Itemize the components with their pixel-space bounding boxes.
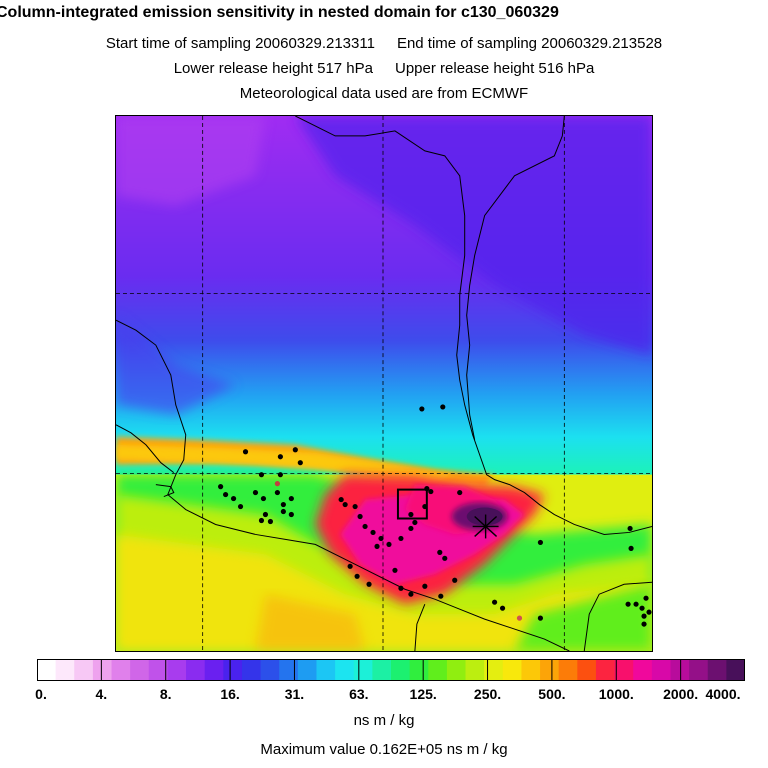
- colorbar-cell: [689, 659, 709, 681]
- colorbar-cells: [37, 659, 745, 681]
- met-data-label: Meteorological data used are from ECMWF: [239, 85, 529, 102]
- colorbar-cell: [260, 659, 280, 681]
- colorbar-tick-label: 1000.: [598, 686, 634, 702]
- chart-title: Column-integrated emission sensitivity i…: [0, 4, 559, 21]
- colorbar-cell: [540, 659, 560, 681]
- colorbar-tick-label: 2000.: [663, 686, 699, 702]
- colorbar-cell: [670, 659, 690, 681]
- release-heights: Lower release height 517 hPa Upper releas…: [0, 60, 768, 77]
- colorbar-cell: [558, 659, 578, 681]
- colorbar-cell: [55, 659, 75, 681]
- colorbar-cell: [651, 659, 671, 681]
- sampling-times: Start time of sampling 20060329.213311 En…: [0, 35, 768, 52]
- colorbar-cell: [186, 659, 206, 681]
- colorbar-cell: [92, 659, 113, 681]
- colorbar-cell: [353, 659, 373, 681]
- colorbar-cell: [37, 659, 57, 681]
- start-time-label: Start time of sampling 20060329.213311: [105, 35, 375, 52]
- end-time-label: End time of sampling 20060329.213528: [396, 35, 663, 52]
- field-layer: [116, 116, 652, 651]
- colorbar-cell: [148, 659, 168, 681]
- colorbar-cell: [484, 659, 504, 681]
- colorbar-cell: [428, 659, 448, 681]
- colorbar-cell: [241, 659, 262, 681]
- colorbar-cell: [167, 659, 187, 681]
- colorbar-cell: [204, 659, 224, 681]
- colorbar-cell: [521, 659, 541, 681]
- colorbar-cell: [446, 659, 467, 681]
- colorbar-tick-label: 500.: [538, 686, 566, 702]
- colorbar-cell: [726, 659, 745, 681]
- colorbar-cell: [223, 659, 243, 681]
- colorbar-cell: [595, 659, 616, 681]
- sensitivity-map: [115, 115, 653, 652]
- colorbar-tick-label: 4000.: [705, 686, 741, 702]
- colorbar-cell: [74, 659, 94, 681]
- colorbar-cell: [316, 659, 336, 681]
- lower-release-label: Lower release height 517 hPa: [173, 60, 373, 77]
- colorbar-cell: [111, 659, 131, 681]
- release-point-marker: [472, 514, 499, 539]
- colorbar-cell: [297, 659, 317, 681]
- gridlines: [116, 116, 652, 651]
- colorbar-cell: [130, 659, 150, 681]
- colorbar-cell: [633, 659, 653, 681]
- colorbar-cell: [502, 659, 522, 681]
- colorbar-units: ns m / kg: [353, 712, 415, 729]
- colorbar: [37, 659, 745, 681]
- colorbar-tick-label: 31.: [284, 686, 305, 702]
- upper-release-label: Upper release height 516 hPa: [395, 60, 595, 77]
- colorbar-cell: [409, 659, 429, 681]
- nested-domain-box: [396, 488, 428, 520]
- colorbar-cell: [391, 659, 411, 681]
- colorbar-cell: [577, 659, 597, 681]
- coastline: [116, 116, 652, 651]
- colorbar-tick-label: 8.: [159, 686, 172, 702]
- colorbar-cell: [335, 659, 355, 681]
- colorbar-cell: [707, 659, 727, 681]
- colorbar-tick-label: 4.: [95, 686, 108, 702]
- max-value-label: Maximum value 0.162E+05 ns m / kg: [260, 741, 508, 758]
- colorbar-cell: [465, 659, 485, 681]
- colorbar-tick-label: 16.: [220, 686, 240, 702]
- station-markers: [218, 404, 652, 627]
- colorbar-dividers: [100, 659, 682, 681]
- colorbar-cell: [372, 659, 392, 681]
- colorbar-tick-label: 63.: [349, 686, 369, 702]
- colorbar-tick-label: 250.: [473, 686, 502, 702]
- colorbar-tick-label: 0.: [35, 686, 47, 702]
- colorbar-tick-label: 125.: [409, 686, 437, 702]
- colorbar-cell: [614, 659, 634, 681]
- colorbar-cell: [279, 659, 299, 681]
